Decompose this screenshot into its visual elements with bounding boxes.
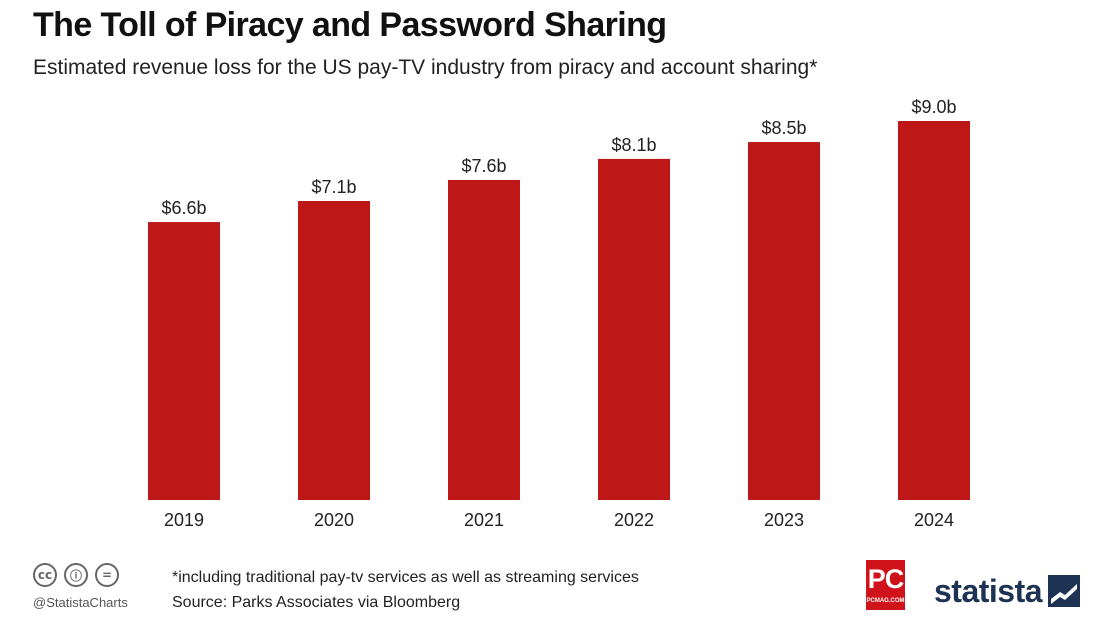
footnotes: *including traditional pay-tv services a… <box>172 565 639 615</box>
footer-attribution: cc ⓘ = @StatistaCharts <box>33 563 128 610</box>
statista-logo[interactable]: statista <box>934 573 1081 609</box>
bar-2021 <box>448 179 520 500</box>
chart-title: The Toll of Piracy and Password Sharing <box>33 6 667 44</box>
bar-2023 <box>748 142 820 501</box>
bar-value-label-2021: $7.6b <box>461 156 506 176</box>
bar-2019 <box>148 222 220 501</box>
x-tick-label-2024: 2024 <box>914 510 954 530</box>
bar-value-label-2019: $6.6b <box>161 198 206 218</box>
statista-logo-text: statista <box>934 573 1043 609</box>
bar-value-label-2020: $7.1b <box>311 177 356 197</box>
cc-icon[interactable]: cc <box>33 563 57 587</box>
bar-2024 <box>898 121 970 500</box>
license-icons: cc ⓘ = <box>33 563 128 587</box>
by-icon[interactable]: ⓘ <box>64 563 88 587</box>
bar-2022 <box>598 158 670 500</box>
x-tick-label-2021: 2021 <box>464 510 504 530</box>
statista-mark-icon <box>1048 575 1081 607</box>
bar-chart: $6.6b 2019 $7.1b 2020 $7.6b 2021 $8.1b 2022 $8.5… <box>148 97 970 530</box>
bar-value-label-2023: $8.5b <box>761 118 806 138</box>
x-tick-label-2019: 2019 <box>164 510 204 530</box>
bar-2020 <box>298 201 370 500</box>
source-note: Source: Parks Associates via Bloomberg <box>172 594 461 611</box>
bar-value-label-2022: $8.1b <box>611 135 656 155</box>
pcmag-logo[interactable]: PC PCMAG.COM <box>866 560 905 610</box>
chart-subtitle: Estimated revenue loss for the US pay-TV… <box>33 56 818 79</box>
footnote: *including traditional pay-tv services a… <box>172 569 639 586</box>
pcmag-logo-text: PC <box>867 564 905 594</box>
pcmag-logo-subtext: PCMAG.COM <box>866 598 905 604</box>
x-tick-label-2020: 2020 <box>314 510 354 530</box>
statista-handle[interactable]: @StatistaCharts <box>33 595 128 610</box>
nd-icon[interactable]: = <box>95 563 119 587</box>
x-tick-label-2023: 2023 <box>764 510 804 530</box>
x-tick-label-2022: 2022 <box>614 510 654 530</box>
bar-value-label-2024: $9.0b <box>911 97 956 117</box>
